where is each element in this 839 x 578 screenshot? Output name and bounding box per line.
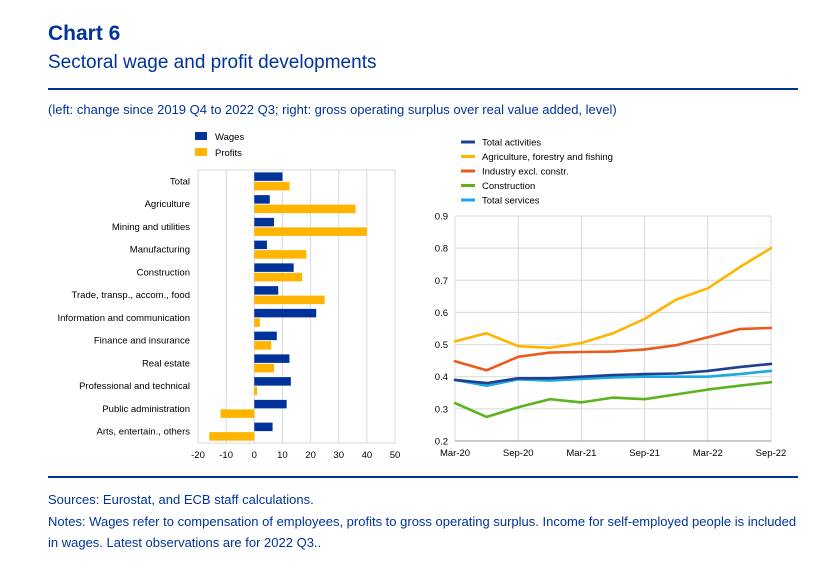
bar-x-tick-label: -20	[191, 450, 205, 461]
wages-bar	[254, 422, 273, 432]
bar-category-label: Information and communication	[57, 313, 190, 324]
wages-bar	[254, 308, 317, 318]
line-y-tick-label: 0.7	[435, 276, 448, 287]
bar-x-tick-label: 50	[390, 450, 401, 461]
bar-x-tick-label: 0	[252, 450, 257, 461]
line-x-tick-label: Sep-20	[503, 448, 534, 459]
wages-bar	[254, 377, 291, 386]
chart-note: (left: change since 2019 Q4 to 2022 Q3; …	[48, 102, 617, 117]
wages-bar	[254, 217, 274, 227]
line-legend-label: Total services	[482, 196, 540, 207]
bar-x-tick-label: 20	[305, 450, 316, 461]
wages-bar	[254, 354, 290, 363]
notes-text: Notes: Wages refer to compensation of em…	[48, 514, 797, 550]
bar-x-tick-label: 30	[333, 450, 344, 461]
bar-category-label: Arts, entertain., others	[97, 427, 191, 438]
chart-number: Chart 6	[48, 22, 121, 45]
profits-bar	[254, 386, 258, 396]
bar-category-label: Public administration	[102, 404, 190, 415]
wages-bar	[254, 331, 277, 341]
profits-bar	[254, 341, 272, 350]
line-y-tick-label: 0.2	[435, 437, 448, 448]
bar-legend-swatch	[195, 148, 207, 156]
profits-bar	[209, 432, 255, 441]
bottom-divider	[48, 476, 798, 478]
profits-bar	[254, 227, 367, 236]
line-legend-label: Agriculture, forestry and fishing	[482, 152, 613, 163]
profits-bar	[220, 409, 255, 418]
bar-category-label: Real estate	[142, 358, 190, 369]
bar-legend-label: Profits	[215, 148, 242, 159]
bar-plot-frame	[197, 169, 396, 444]
line-x-tick-label: Mar-20	[440, 448, 470, 459]
wages-bar	[254, 195, 270, 204]
bar-category-label: Professional and technical	[79, 381, 190, 392]
profits-bar	[254, 250, 307, 259]
profits-bar	[254, 295, 325, 305]
bar-category-label: Construction	[137, 267, 190, 278]
line-series-1	[453, 246, 773, 350]
bar-x-tick-label: 10	[277, 450, 288, 461]
line-series-4	[453, 369, 773, 388]
line-series-2	[453, 326, 773, 372]
wages-bar	[254, 399, 287, 409]
profits-bar	[254, 363, 274, 373]
bar-category-label: Manufacturing	[130, 245, 190, 256]
line-chart: 0.2 0.3 0.4 0.5 0.6 0.7 0.8 0.9 Mar-20 Sep-20 Mar-…	[435, 138, 787, 460]
line-x-tick-label: Mar-22	[693, 448, 723, 459]
wages-bar	[254, 240, 267, 250]
profits-bar	[254, 204, 356, 214]
line-legend-label: Total activities	[482, 138, 541, 149]
line-x-tick-label: Mar-21	[566, 448, 596, 459]
top-divider	[48, 88, 798, 90]
bar-category-label: Trade, transp., accom., food	[72, 290, 190, 301]
line-series-3	[453, 380, 773, 419]
profits-bar	[254, 318, 260, 327]
line-y-tick-label: 0.3	[435, 404, 448, 415]
bar-x-tick-label: 40	[362, 450, 373, 461]
line-y-tick-label: 0.5	[435, 340, 448, 351]
bar-category-label: Mining and utilities	[112, 222, 190, 233]
charts-area: -20 -10 0 10 20 30 40 50 Total Agriculture Mining …	[57, 132, 787, 461]
bar-legend-swatch	[195, 132, 207, 140]
line-x-tick-label: Sep-22	[756, 448, 787, 459]
line-y-tick-label: 0.6	[435, 308, 448, 319]
line-y-tick-label: 0.8	[435, 244, 448, 255]
line-y-tick-label: 0.9	[435, 212, 448, 223]
bar-x-tick-label: -10	[219, 450, 233, 461]
bar-chart: -20 -10 0 10 20 30 40 50 Total Agriculture Mining …	[57, 132, 400, 461]
line-x-tick-label: Sep-21	[629, 448, 660, 459]
profits-bar	[254, 181, 290, 191]
bar-legend-label: Wages	[215, 132, 244, 143]
wages-bar	[254, 286, 279, 295]
line-legend-label: Industry excl. constr.	[482, 167, 569, 178]
line-y-tick-label: 0.4	[435, 372, 448, 383]
bar-category-label: Total	[170, 176, 190, 187]
sources-text: Sources: Eurostat, and ECB staff calcula…	[48, 492, 314, 507]
bar-category-label: Agriculture	[145, 199, 190, 210]
profits-bar	[254, 272, 303, 282]
wages-bar	[254, 172, 283, 181]
chart-title: Sectoral wage and profit developments	[48, 52, 377, 73]
line-series-0	[453, 362, 773, 385]
wages-bar	[254, 263, 294, 272]
bar-category-label: Finance and insurance	[94, 336, 190, 347]
line-legend-label: Construction	[482, 181, 535, 192]
